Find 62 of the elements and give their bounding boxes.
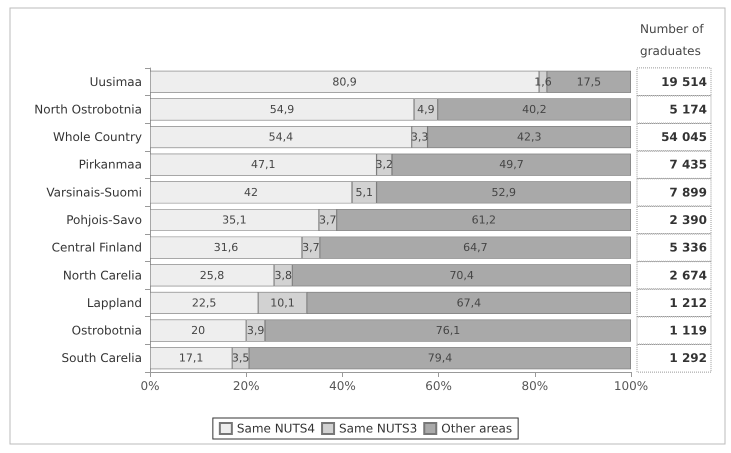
data-label: 3,8 [274, 268, 292, 282]
data-label: 42 [244, 186, 258, 199]
legend-label: Same NUTS4 [236, 422, 316, 436]
data-label: 31,6 [214, 241, 238, 254]
text: 1 212 [669, 296, 707, 310]
data-label: 3,7 [302, 241, 320, 254]
data-label: 80,9 [332, 75, 357, 88]
x-tick-label: 80% [521, 379, 548, 393]
data-label: 3,5 [232, 352, 250, 365]
y-tick-label: Pohjois-Savo [66, 213, 142, 227]
data-label: 42,3 [517, 130, 542, 144]
y-tick-label: Lappland [86, 296, 142, 310]
legend-label: Other areas [441, 422, 512, 436]
y-tick-label: South Carelia [62, 351, 142, 366]
x-tick-label: 0% [140, 379, 160, 393]
text: 2 390 [669, 213, 707, 227]
data-label: 35,1 [222, 214, 247, 226]
text: 1 292 [669, 351, 707, 366]
data-label: 17,5 [576, 75, 602, 88]
data-label: 52,9 [492, 186, 516, 199]
data-label: 3,7 [318, 214, 336, 226]
x-tick-label: 20% [232, 379, 260, 393]
text: 2 674 [669, 268, 707, 282]
data-label: 64,7 [463, 241, 488, 254]
y-tick-label: Whole Country [52, 130, 142, 144]
data-label: 22,5 [192, 296, 216, 310]
data-label: 20 [191, 324, 206, 338]
data-label: 79,4 [428, 352, 452, 365]
data-label: 76,1 [436, 324, 460, 338]
data-label: 67,4 [456, 296, 482, 310]
text: 5 174 [669, 102, 707, 116]
data-label: 70,4 [449, 268, 474, 282]
y-tick-label: Ostrobotnia [72, 324, 142, 338]
data-label: 5,1 [356, 186, 374, 199]
data-label: 4,9 [417, 102, 435, 116]
text: Number of graduates [640, 22, 708, 58]
y-tick-label: North Ostrobotnia [34, 102, 142, 116]
y-tick-label: Uusimaa [90, 74, 142, 89]
text: 7 435 [669, 158, 707, 172]
data-label: 49,7 [499, 158, 524, 172]
x-tick-label: 100% [614, 379, 648, 393]
y-tick-label: Varsinais-Suomi [46, 185, 142, 200]
data-label: 54,4 [268, 130, 294, 144]
text: 5 336 [669, 240, 707, 255]
data-label: 3,9 [246, 324, 264, 338]
text: 7 899 [669, 185, 707, 200]
data-label: 47,1 [251, 158, 276, 172]
data-label: 10,1 [270, 296, 295, 310]
data-label: 40,2 [522, 102, 547, 116]
legend-label: Same NUTS3 [339, 422, 418, 436]
y-tick-label: North Carelia [62, 268, 142, 282]
text: 1 119 [669, 324, 707, 338]
data-label: 17,1 [178, 352, 204, 365]
y-tick-label: Pirkanmaa [78, 158, 142, 172]
text: 54 045 [661, 130, 707, 144]
text: 19 514 [661, 74, 707, 89]
data-label: 54,9 [270, 102, 294, 116]
data-label: 25,8 [200, 268, 224, 282]
x-tick-label: 40% [329, 379, 356, 393]
x-tick-label: 60% [425, 379, 452, 393]
data-label: 61,2 [472, 214, 496, 226]
y-tick-label: Central Finland [52, 240, 142, 255]
